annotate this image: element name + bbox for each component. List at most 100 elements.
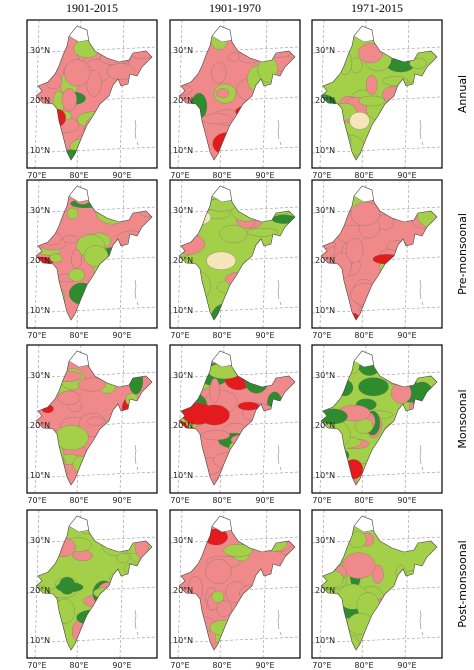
region: [418, 191, 437, 208]
region: [374, 119, 390, 144]
lon-label: 90°E: [255, 331, 274, 340]
region: [331, 545, 344, 568]
lon-label: 70°E: [27, 331, 46, 340]
region: [179, 453, 204, 471]
region: [95, 198, 130, 225]
region: [237, 49, 262, 64]
region: [245, 608, 271, 632]
region: [279, 88, 293, 102]
regions: [36, 186, 152, 320]
graticule: [404, 509, 410, 659]
region: [112, 516, 131, 529]
region: [396, 81, 428, 104]
region: [101, 261, 114, 289]
row-label: Post-monsoonal: [456, 540, 469, 627]
region: [407, 132, 419, 146]
region: [364, 298, 391, 320]
region: [266, 582, 295, 603]
map-panel: 30°N 20°N 10°N 70°E 80°E 90°E: [26, 19, 158, 180]
graticule: [169, 636, 301, 644]
lon-label: 70°E: [170, 661, 189, 670]
region: [383, 421, 412, 447]
region: [133, 440, 148, 467]
region: [238, 452, 268, 466]
islands: [277, 119, 282, 146]
region: [348, 531, 367, 549]
region: [249, 149, 279, 160]
panel-frame: [311, 344, 443, 494]
region: [49, 109, 66, 127]
region: [241, 99, 270, 126]
region: [61, 88, 77, 112]
region: [106, 63, 135, 80]
region: [67, 207, 79, 220]
region: [343, 459, 364, 480]
region: [375, 300, 390, 314]
region: [215, 475, 246, 485]
region: [371, 283, 387, 310]
row-label: Annual: [456, 75, 469, 113]
graticule: [26, 636, 158, 644]
lat-label: 30°N: [30, 536, 50, 545]
region: [383, 294, 394, 318]
lon-label: 80°E: [69, 661, 88, 670]
region: [333, 356, 356, 367]
region: [181, 479, 209, 485]
region: [191, 188, 212, 199]
region: [350, 202, 381, 226]
region: [251, 271, 285, 281]
region: [107, 272, 139, 285]
region: [347, 612, 374, 635]
panel-frame: [311, 509, 443, 659]
region: [102, 525, 128, 547]
lon-label: 90°E: [397, 331, 416, 340]
region: [269, 590, 295, 613]
region: [393, 619, 408, 632]
lat-label: 10°N: [30, 146, 50, 155]
lon-label: 90°E: [255, 171, 274, 180]
region: [271, 123, 295, 141]
region: [403, 107, 437, 123]
region: [72, 455, 88, 473]
region: [179, 233, 205, 255]
lat-label: 10°N: [30, 306, 50, 315]
lon-label: 70°E: [170, 171, 189, 180]
region: [110, 435, 123, 460]
region: [270, 260, 295, 283]
region: [412, 105, 433, 122]
region: [350, 57, 363, 74]
lon-label: 70°E: [27, 496, 46, 505]
lon-label: 90°E: [112, 661, 131, 670]
region: [227, 52, 240, 62]
panel-frame: [169, 19, 301, 169]
graticule: [169, 146, 301, 154]
region: [365, 74, 378, 95]
region: [388, 295, 415, 305]
region: [273, 646, 295, 650]
region: [388, 587, 409, 598]
region: [375, 613, 405, 641]
region: [36, 277, 51, 300]
region: [264, 634, 295, 649]
region: [179, 212, 195, 233]
region: [143, 519, 152, 537]
region: [68, 268, 85, 282]
lat-label: 10°N: [173, 471, 193, 480]
map-panel: 30°N 20°N 10°N 70°E 80°E 90°E: [169, 344, 301, 505]
region: [179, 351, 209, 373]
islands: [134, 279, 139, 306]
lat-label: 10°N: [315, 306, 335, 315]
graticule: [262, 344, 268, 494]
lat-label: 10°N: [315, 636, 335, 645]
region: [413, 516, 437, 529]
map-panel: 30°N 20°N 10°N 70°E 80°E 90°E: [311, 509, 443, 670]
region: [179, 107, 194, 133]
region: [405, 516, 417, 529]
lat-label: 30°N: [30, 46, 50, 55]
islands: [277, 444, 282, 471]
islands: [134, 119, 139, 146]
region: [401, 569, 435, 586]
lat-label: 30°N: [315, 46, 335, 55]
lat-label: 20°N: [30, 421, 50, 430]
